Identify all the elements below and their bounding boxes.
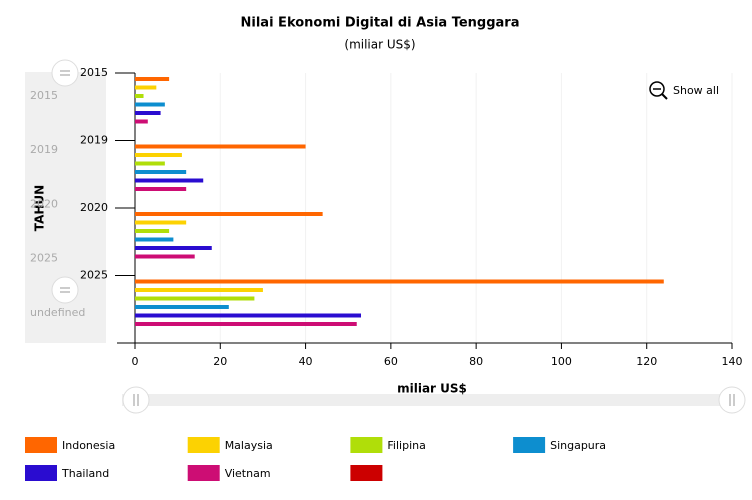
legend-swatch [513, 437, 546, 453]
scrollbar-label: 2025 [30, 252, 58, 265]
legend-swatch [350, 437, 383, 453]
bar [135, 153, 182, 157]
x-tick-label: 20 [213, 355, 227, 368]
bar [135, 237, 174, 242]
legend-swatch [25, 465, 57, 481]
bar [135, 144, 306, 149]
bar [135, 288, 263, 292]
y-tick-label: 2019 [80, 134, 108, 147]
chart-subtitle: (miliar US$) [344, 38, 415, 52]
legend-label: Filipina [387, 439, 425, 452]
bar [135, 77, 170, 81]
bar [135, 111, 161, 115]
scrollbar-label: 2020 [30, 197, 58, 210]
bar [135, 94, 144, 98]
legend-label: Singapura [550, 439, 606, 452]
x-tick-label: 40 [299, 355, 313, 368]
bar [135, 119, 148, 124]
bar [135, 246, 212, 250]
scrollbar-grip[interactable] [122, 386, 150, 414]
x-tick-label: 80 [469, 355, 483, 368]
zoom-label[interactable]: Show all [673, 84, 719, 97]
x-tick-label: 0 [132, 355, 139, 368]
legend-label: Malaysia [225, 439, 273, 452]
scrollbar-grip[interactable] [718, 386, 746, 414]
bar [135, 102, 165, 107]
bar [135, 170, 187, 174]
x-tick-label: 60 [384, 355, 398, 368]
y-axis-title: TAHUN [33, 185, 47, 231]
chart-title: Nilai Ekonomi Digital di Asia Tenggara [241, 16, 520, 31]
scrollbar-grip[interactable] [51, 276, 79, 304]
scrollbar-grip[interactable] [51, 59, 79, 87]
bar [135, 305, 229, 309]
bar [135, 254, 195, 259]
bar [135, 85, 157, 90]
bar [135, 187, 187, 191]
legend-label: Indonesia [62, 439, 115, 452]
bar [135, 220, 187, 225]
x-tick-label: 100 [551, 355, 572, 368]
bar [135, 178, 204, 183]
x-tick-label: 120 [636, 355, 657, 368]
y-tick-label: 2025 [80, 269, 108, 282]
legend-label: Vietnam [225, 467, 271, 480]
bar [135, 313, 362, 318]
bar [135, 161, 165, 166]
y-tick-label: 2015 [80, 66, 108, 79]
y-tick-label: 2020 [80, 201, 108, 214]
bar [135, 212, 323, 216]
x-axis-title: miliar US$ [397, 382, 467, 396]
x-tick-label: 140 [722, 355, 743, 368]
x-scrollbar[interactable] [122, 394, 732, 406]
zoom-button[interactable]: Show all [649, 81, 719, 100]
bar [135, 296, 255, 301]
scrollbar-label: 2015 [30, 89, 58, 102]
legend-label: Thailand [61, 467, 109, 480]
bar [135, 229, 170, 233]
legend-swatch [187, 437, 220, 453]
legend-swatch [25, 437, 57, 453]
legend-swatch [350, 465, 383, 481]
scrollbar-label: 2019 [30, 143, 58, 156]
bar [135, 279, 664, 284]
legend-swatch [187, 465, 220, 481]
scrollbar-label: undefined [30, 306, 85, 319]
bar [135, 322, 357, 326]
